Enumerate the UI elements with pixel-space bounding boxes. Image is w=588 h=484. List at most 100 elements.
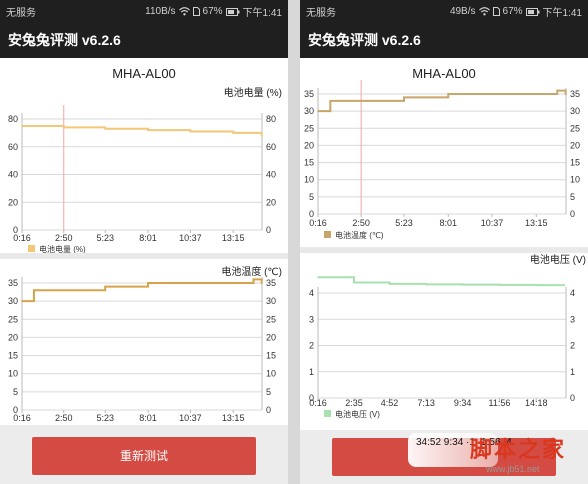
- data-point: [403, 96, 405, 99]
- x-tick-label: 8:01: [139, 413, 157, 423]
- y-tick-label-left: 5: [309, 192, 314, 202]
- x-tick-label: 7:13: [417, 398, 435, 408]
- legend-label: 电池温度 (℃): [335, 230, 384, 240]
- series-line: [22, 278, 263, 303]
- y-tick-label-right: 35: [570, 89, 580, 99]
- y-tick-label-left: 35: [304, 89, 314, 99]
- battery-temp-chart: 0 0 5 5 10 10 15 15 20 20 25 25 30 30 35 35 0:16 2:50 5:23…: [8, 265, 282, 423]
- battery-percent: 67%: [202, 6, 223, 17]
- y-tick-label-right: 1: [570, 367, 575, 377]
- data-point: [260, 282, 263, 284]
- y-tick-label-left: 30: [304, 106, 314, 116]
- y-tick-label-left: 4: [309, 288, 314, 298]
- section-divider: [0, 253, 288, 259]
- data-point: [104, 285, 107, 288]
- legend-swatch: [28, 245, 35, 252]
- x-tick-label: 10:37: [179, 233, 202, 243]
- wifi-icon: [178, 7, 190, 16]
- app-title: 安兔兔评测 v6.2.6: [300, 20, 588, 58]
- clock: 下午1:41: [542, 8, 582, 19]
- y-tick-label-right: 20: [266, 332, 276, 342]
- battery-temp-card: MHA-AL00 0 0 5 5 10 10 15 15 20 20 25 25 30 30 35 35 0:1…: [300, 58, 588, 247]
- y-tick-label-right: 0: [266, 405, 271, 415]
- wifi-icon: [478, 7, 490, 16]
- battery-voltage-chart: 0 0 1 1 2 2 3 3 4 4 0:16 2:35 4:52 7:13 9:34 11:56 14:18…: [309, 253, 586, 419]
- data-point: [147, 282, 149, 284]
- y-tick-label-left: 40: [8, 170, 18, 180]
- data-point: [498, 284, 501, 286]
- data-point: [447, 93, 450, 95]
- x-tick-label: 13:15: [525, 218, 548, 228]
- x-tick-label: 9:34: [454, 398, 472, 408]
- y-tick-label-left: 80: [8, 114, 18, 124]
- x-tick-label: 10:37: [179, 413, 202, 423]
- x-tick-label: 8:01: [139, 233, 157, 243]
- x-tick-label: 0:16: [309, 218, 327, 228]
- data-point: [33, 289, 35, 292]
- data-point: [104, 127, 107, 130]
- battery-level-card: MHA-AL00 0 0 20 20 40 40 60 60 80 80 0:16 2:50 5:23 8…: [0, 58, 288, 253]
- x-tick-label: 2:50: [55, 413, 73, 423]
- y-tick-label-right: 20: [266, 197, 276, 207]
- section-divider: [300, 247, 588, 253]
- y-tick-label-left: 2: [309, 341, 314, 351]
- data-point: [232, 282, 234, 284]
- x-tick-label: 8:01: [440, 218, 458, 228]
- data-point: [21, 300, 23, 302]
- x-tick-label: 4:52: [381, 398, 399, 408]
- data-point: [21, 125, 23, 127]
- carrier-text: 无服务: [6, 8, 36, 19]
- app-title: 安兔兔评测 v6.2.6: [0, 20, 288, 58]
- y-tick-label-right: 30: [570, 106, 580, 116]
- y-tick-label-left: 25: [304, 123, 314, 133]
- data-point: [252, 278, 255, 281]
- data-point: [556, 89, 559, 92]
- y-tick-label-right: 10: [266, 369, 276, 379]
- retest-button[interactable]: 重新测试: [32, 437, 256, 475]
- battery-voltage-card: 0 0 1 1 2 2 3 3 4 4 0:16 2:35 4:52 7:13 9:34 11:56 14:18…: [300, 253, 588, 430]
- y-tick-label-right: 80: [266, 114, 276, 124]
- y-tick-label-left: 30: [8, 296, 18, 306]
- legend-label: 电池电量 (%): [39, 244, 86, 253]
- y-tick-label-left: 20: [304, 140, 314, 150]
- battery-percent: 67%: [502, 6, 523, 17]
- y-axis-title: 电池温度 (℃): [221, 265, 282, 278]
- data-point: [62, 289, 65, 292]
- y-tick-label-left: 20: [8, 197, 18, 207]
- y-tick-label-left: 0: [13, 225, 18, 235]
- y-tick-label-right: 15: [570, 158, 580, 168]
- y-tick-label-right: 20: [570, 140, 580, 150]
- x-tick-label: 2:35: [345, 398, 363, 408]
- y-tick-label-right: 4: [570, 288, 575, 298]
- series-line: [318, 89, 567, 113]
- clock: 下午1:41: [242, 8, 282, 19]
- data-point: [425, 283, 427, 286]
- y-tick-label-left: 35: [8, 278, 18, 288]
- network-speed: 49B/s: [449, 6, 476, 17]
- watermark-brand: 脚本之家: [470, 437, 567, 462]
- y-tick-label-right: 0: [266, 225, 271, 235]
- y-tick-label-right: 2: [570, 341, 575, 351]
- data-point: [189, 130, 192, 133]
- y-tick-label-left: 60: [8, 142, 18, 152]
- legend-swatch: [324, 410, 331, 417]
- data-point: [353, 281, 355, 284]
- x-tick-label: 5:23: [395, 218, 413, 228]
- data-point: [535, 93, 538, 95]
- y-tick-label-left: 3: [309, 314, 314, 324]
- y-tick-label-right: 5: [570, 192, 575, 202]
- data-point: [388, 283, 391, 285]
- data-point: [260, 134, 263, 137]
- y-tick-label-right: 30: [266, 296, 276, 306]
- y-tick-label-right: 35: [266, 278, 276, 288]
- watermark-overlay: [408, 433, 498, 467]
- data-point: [189, 282, 192, 284]
- data-point: [232, 132, 234, 134]
- y-tick-label-right: 40: [266, 170, 276, 180]
- device-model: MHA-AL00: [412, 66, 476, 81]
- data-point: [491, 93, 493, 95]
- battery-temp-chart: 0 0 5 5 10 10 15 15 20 20 25 25 30 30 35 35 0:16 2:50 5:23…: [304, 80, 580, 240]
- x-tick-label: 11:56: [489, 398, 511, 408]
- data-point: [317, 110, 319, 112]
- legend-label: 电池电压 (V): [335, 409, 380, 419]
